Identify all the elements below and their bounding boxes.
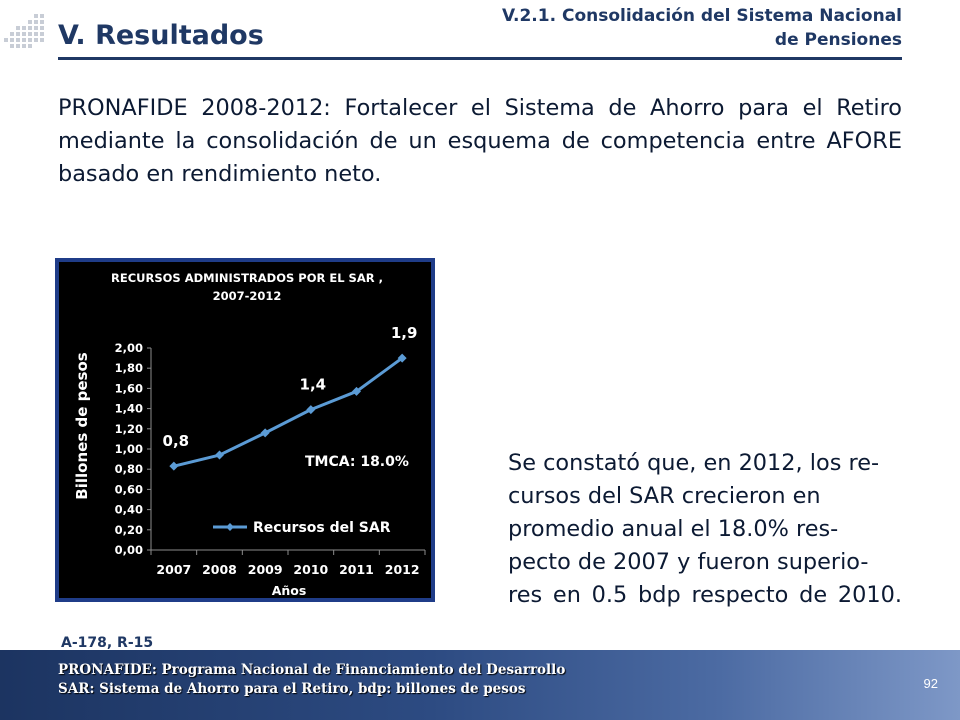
footer-line-1: PRONAFIDE: Programa Nacional de Financia… [58, 662, 566, 678]
audit-reference: A-178, R-15 [61, 635, 154, 651]
decorative-dots [4, 14, 44, 48]
finding-line-5: res en 0.5 bdp respecto de 2010. [508, 582, 902, 608]
x-axis: 2007 2008 2009 2010 2011 2012 [150, 549, 426, 577]
section-title: V. Resultados [58, 20, 264, 51]
y-tick-label: 1,40 [115, 402, 143, 416]
legend-marker [226, 523, 234, 531]
x-tick-label: 2009 [248, 562, 283, 577]
y-tick-label: 0,60 [115, 482, 143, 496]
y-tick-label: 0,40 [115, 503, 143, 517]
y-tick-label: 1,80 [115, 361, 143, 375]
data-point [306, 405, 316, 415]
chart-title-line-2: 2007-2012 [213, 289, 282, 303]
header-rule [58, 57, 902, 60]
x-tick-label: 2007 [156, 562, 191, 577]
y-tick-label: 0,20 [115, 523, 143, 537]
x-axis-label: Años [272, 583, 307, 598]
x-tick-label: 2012 [385, 562, 420, 577]
finding-paragraph: Se constató que, en 2012, los re- cursos… [508, 447, 902, 612]
y-tick-label: 1,00 [115, 442, 143, 456]
data-label: 1,9 [391, 324, 418, 342]
footer-bar [0, 650, 960, 720]
footer-line-2: SAR: Sistema de Ahorro para el Retiro, b… [58, 681, 526, 697]
x-tick-label: 2008 [202, 562, 237, 577]
data-point [352, 386, 361, 396]
finding-line-3: promedio anual el 18.0% res- [508, 516, 839, 542]
section-subtitle: V.2.1. Consolidación del Sistema Naciona… [442, 4, 902, 52]
chart-title-line-1: RECURSOS ADMINISTRADOS POR EL SAR , [111, 271, 383, 285]
y-tick-label: 2,00 [115, 341, 143, 355]
data-point [169, 461, 179, 471]
line-chart: RECURSOS ADMINISTRADOS POR EL SAR , 2007… [59, 262, 431, 598]
y-tick-label: 0,80 [115, 462, 143, 476]
subtitle-line-1: V.2.1. Consolidación del Sistema Naciona… [502, 6, 902, 26]
chart-background [59, 262, 431, 598]
legend: Recursos del SAR [213, 520, 391, 536]
series-line [173, 356, 404, 468]
data-point [260, 428, 270, 438]
data-point [215, 450, 224, 460]
finding-line-2: cursos del SAR crecieron en [508, 483, 821, 509]
data-point [397, 353, 407, 363]
finding-line-1: Se constató que, en 2012, los re- [508, 450, 880, 476]
y-tick-label: 1,60 [115, 381, 143, 395]
finding-line-4: pecto de 2007 y fueron superio- [508, 549, 869, 575]
plot-area: 0,8 1,4 1,9 [163, 324, 418, 471]
y-axis: 0,00 0,20 0,40 0,60 0,80 1,00 1,20 1,40 1,60 1,80… [115, 341, 152, 557]
x-tick-label: 2010 [293, 562, 328, 577]
y-axis-label: Billones de pesos [73, 352, 91, 499]
subtitle-line-2: de Pensiones [774, 30, 902, 50]
chart-frame: RECURSOS ADMINISTRADOS POR EL SAR , 2007… [55, 258, 435, 602]
data-label: 1,4 [300, 376, 327, 394]
tmca-annotation: TMCA: 18.0% [305, 454, 409, 470]
intro-paragraph: PRONAFIDE 2008-2012: Fortalecer el Siste… [58, 95, 902, 187]
legend-label: Recursos del SAR [253, 520, 391, 536]
y-tick-label: 1,20 [115, 422, 143, 436]
data-label: 0,8 [163, 432, 190, 450]
x-tick-label: 2011 [339, 562, 374, 577]
y-tick-label: 0,00 [115, 543, 143, 557]
page-number: 92 [923, 676, 938, 691]
